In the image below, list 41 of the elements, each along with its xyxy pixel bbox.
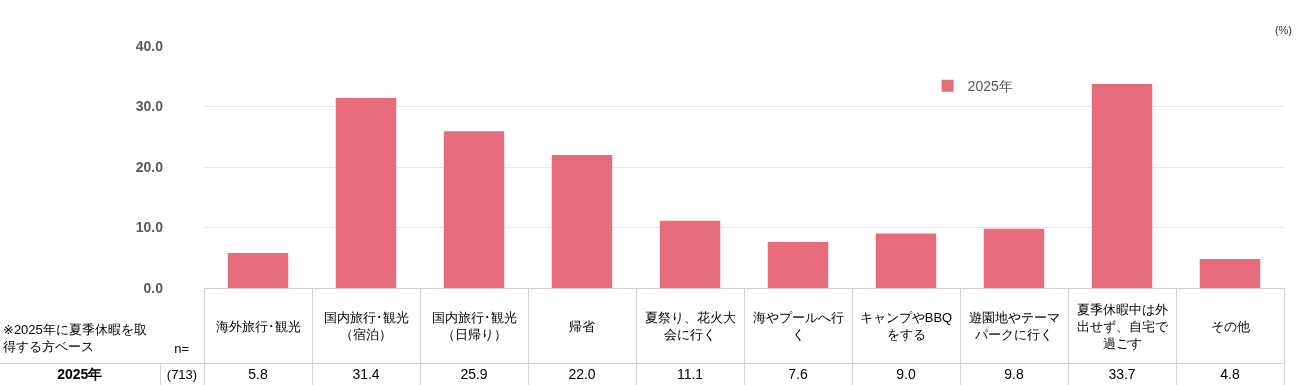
x-tick-label: 国内旅行･観光（日帰り）: [420, 288, 528, 364]
x-tick-label: 夏季休暇中は外出せず、自宅で過ごす: [1068, 288, 1176, 364]
bar: [875, 233, 937, 288]
x-tick-label: 海外旅行･観光: [204, 288, 312, 364]
y-tick-label: 20.0: [135, 158, 164, 175]
x-tick-label: 国内旅行･観光（宿泊）: [312, 288, 420, 364]
y-tick-label: 0.0: [143, 279, 164, 296]
text: 2025年: [57, 366, 103, 382]
text: (713): [160, 363, 204, 385]
y-tick-label: 10.0: [135, 219, 164, 236]
data-label: 33.7: [1068, 363, 1176, 385]
bar: [767, 242, 829, 288]
x-tick-label: 遊園地やテーマパークに行く: [960, 288, 1068, 364]
y-tick-label: 40.0: [135, 37, 164, 54]
data-label: 22.0: [528, 363, 636, 385]
data-label: 31.4: [312, 363, 420, 385]
legend-label: 2025年: [967, 78, 1013, 95]
data-label: 7.6: [744, 363, 852, 385]
bar: [227, 252, 289, 288]
y-tick-label: 30.0: [135, 98, 164, 115]
data-label: 9.0: [852, 363, 960, 385]
text: (%): [1274, 24, 1292, 36]
data-label: 5.8: [204, 363, 312, 385]
data-label: 11.1: [636, 363, 744, 385]
data-label: 4.8: [1176, 363, 1284, 385]
x-tick-label: 海やプールへ行く: [744, 288, 852, 364]
bar: [335, 98, 397, 288]
bar: [1199, 258, 1261, 288]
x-tick-label: 夏祭り、花火大会に行く: [636, 288, 744, 364]
x-tick-label: キャンプやBBQをする: [852, 288, 960, 364]
data-label: 9.8: [960, 363, 1068, 385]
data-label: 25.9: [420, 363, 528, 385]
bar: [983, 228, 1045, 288]
x-tick-label: 帰省: [528, 288, 636, 364]
bar: [551, 154, 613, 288]
text: n=: [174, 341, 190, 356]
text: ※2025年に夏季休暇を取得する方ベース: [3, 321, 147, 354]
x-tick-label: その他: [1176, 288, 1284, 364]
bar: [659, 220, 721, 288]
bar: [443, 131, 505, 288]
bar: [1091, 84, 1153, 288]
